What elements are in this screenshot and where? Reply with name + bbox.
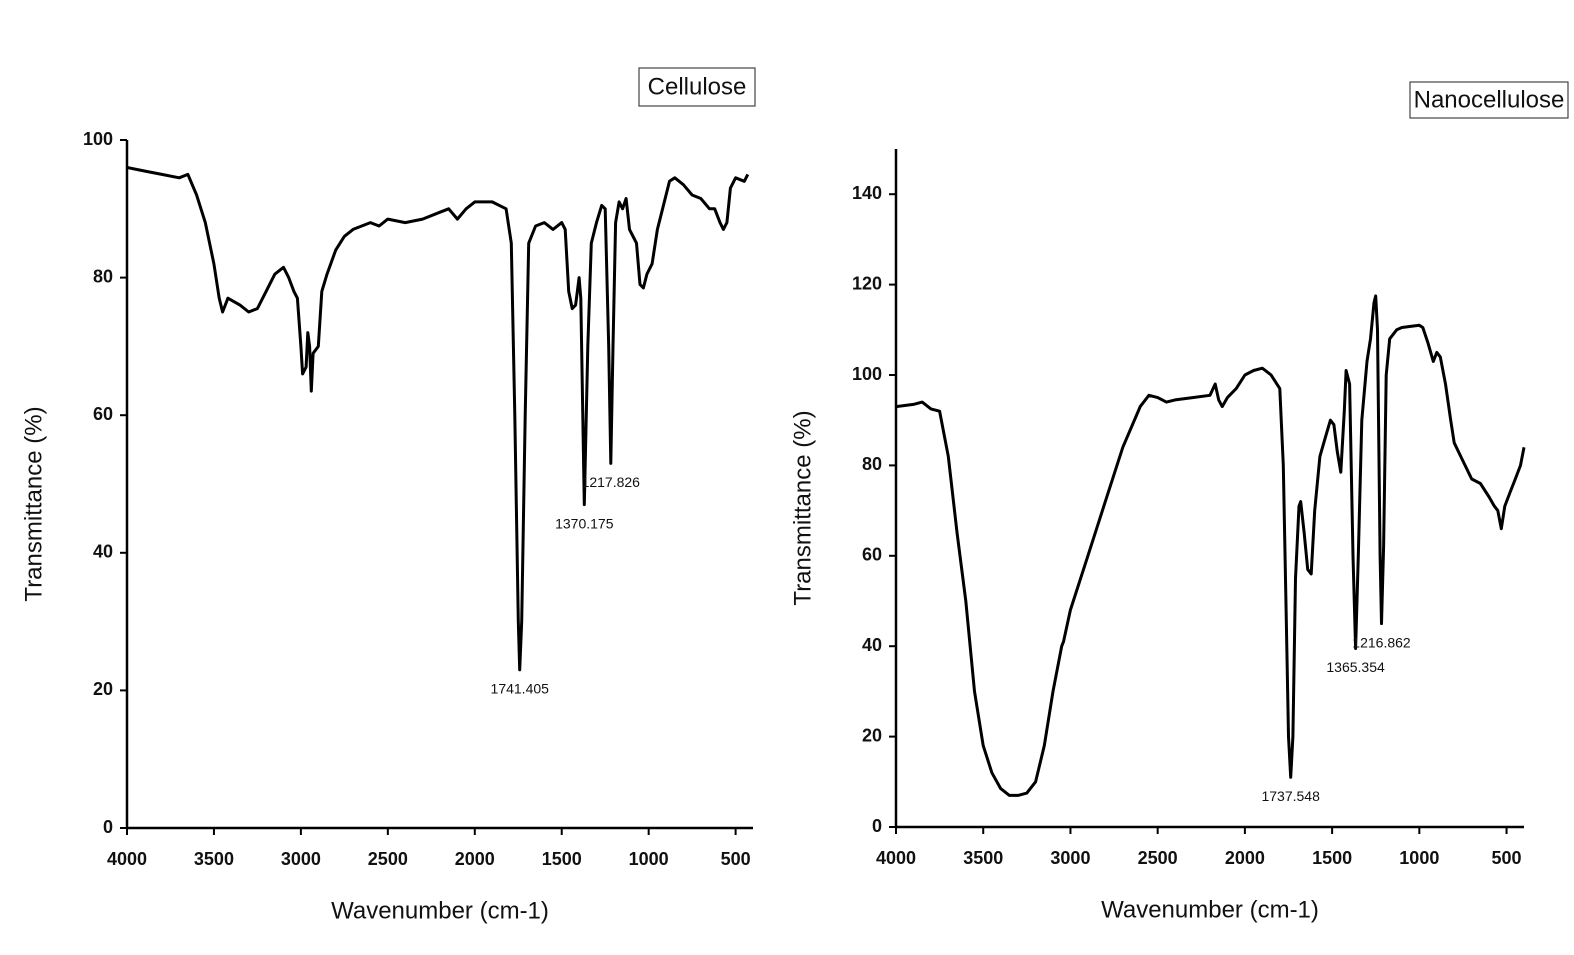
spectrum-line [126,166,750,672]
x-tick-label: 3500 [194,849,234,869]
x-tick-label: 2500 [1138,848,1178,868]
x-tick-label: 1000 [629,849,669,869]
x-tick-label: 2500 [368,849,408,869]
y-tick-label: 100 [83,129,113,149]
x-tick-label: 3500 [963,848,1003,868]
peak-label: 1216.862 [1352,634,1411,650]
y-tick-label: 40 [862,635,882,655]
peak-label: 1365.354 [1326,659,1385,675]
x-tick-label: 1000 [1399,848,1439,868]
x-tick-label: 500 [721,849,751,869]
y-axis-label: Transmittance (%) [789,410,816,605]
x-tick-label: 4000 [107,849,147,869]
y-tick-label: 100 [852,364,882,384]
y-axis-label: Transmittance (%) [20,406,47,601]
legend-box [1409,81,1569,119]
x-tick-label: 1500 [1312,848,1352,868]
x-tick-label: 500 [1492,848,1522,868]
legend-label: Cellulose [648,73,747,100]
y-tick-label: 80 [862,454,882,474]
x-tick-label: 1500 [542,849,582,869]
x-tick-label: 4000 [876,848,916,868]
y-tick-label: 140 [852,183,882,203]
y-tick-label: 20 [93,679,113,699]
peak-label: 1217.826 [582,474,641,490]
y-tick-label: 20 [862,725,882,745]
peak-label: 1737.548 [1261,788,1320,804]
legend-box [638,67,756,107]
legend-label: Nanocellulose [1414,86,1565,113]
y-tick-label: 60 [862,545,882,565]
x-tick-label: 3000 [281,849,321,869]
y-tick-label: 40 [93,542,113,562]
peak-label: 1370.175 [555,515,614,531]
y-tick-label: 60 [93,404,113,424]
x-tick-label: 3000 [1050,848,1090,868]
peak-label: 1741.405 [491,680,550,696]
y-tick-label: 80 [93,266,113,286]
spectrum-line [895,294,1526,797]
x-axis-label: Wavenumber (cm-1) [331,897,549,924]
y-tick-label: 0 [872,816,882,836]
x-axis-label: Wavenumber (cm-1) [1101,896,1319,923]
y-tick-label: 0 [103,817,113,837]
y-tick-label: 120 [852,273,882,293]
x-tick-label: 2000 [1225,848,1265,868]
x-tick-label: 2000 [455,849,495,869]
